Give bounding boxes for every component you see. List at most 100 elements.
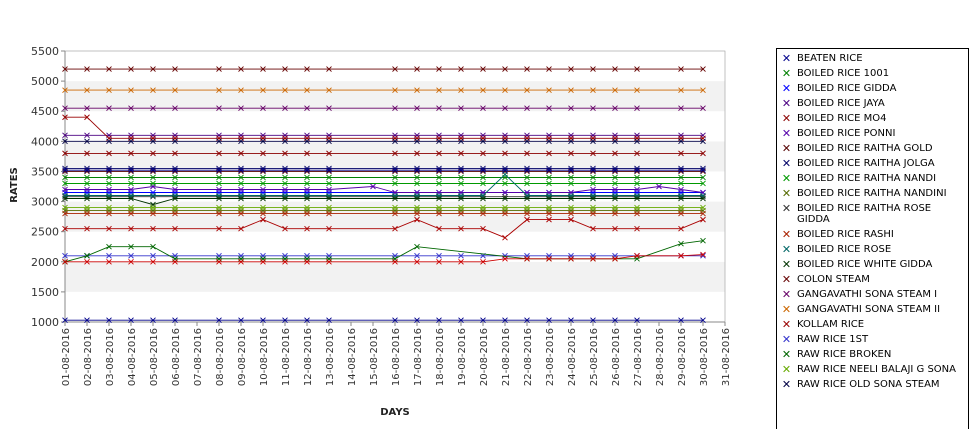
data-point-marker [282,167,288,174]
data-point-marker [106,204,112,211]
data-point-marker [326,138,332,145]
legend-item: ✕ BOILED RICE ROSE [777,244,968,255]
data-point-marker [612,167,618,174]
data-point-marker [436,210,442,217]
data-point-marker [216,186,222,193]
data-point-marker [260,210,266,217]
data-point-marker [480,204,486,211]
data-point-marker [634,180,640,187]
x-marker-icon: ✕ [781,288,792,301]
y-tick-label: 1500 [31,286,59,299]
x-tick-label: 20-08-2016 [479,328,490,386]
data-point-marker [282,210,288,217]
legend-label: BOILED RICE MO4 [797,113,887,124]
data-point-marker [634,317,640,324]
data-point-marker [502,195,508,202]
legend-item: ✕ RAW RICE NEELI BALAJI G SONA [777,364,968,375]
x-marker-icon: ✕ [781,127,792,140]
data-point-marker [414,87,420,93]
legend-item: ✕ BOILED RICE RASHI [777,229,968,240]
data-point-marker [546,195,552,202]
data-point-marker [62,225,68,232]
data-point-marker [436,204,442,211]
data-point-marker [150,192,156,199]
data-point-marker [436,252,442,259]
x-tick-label: 01-08-2016 [61,328,72,386]
x-marker-icon: ✕ [781,142,792,155]
legend-label: BOILED RICE WHITE GIDDA [797,259,933,270]
data-point-marker [260,258,266,265]
data-point-marker [326,258,332,265]
data-point-marker [414,210,420,217]
data-point-marker [282,138,288,145]
series-path [65,254,704,263]
data-point-marker [524,174,530,181]
data-point-marker [150,243,156,250]
data-point-marker [62,87,68,93]
data-point-marker [172,204,178,211]
data-point-marker [458,225,464,232]
legend: ✕ BEATEN RICE ✕ BOILED RICE 1001 ✕ BOILED RIC… [776,48,969,429]
x-tick-label: 02-08-2016 [83,328,94,386]
data-point-marker [480,66,486,72]
x-tick-label: 28-08-2016 [655,328,666,386]
legend-label: RAW RICE 1ST [797,334,869,345]
series-layer [62,66,706,324]
data-point-marker [700,105,706,112]
data-point-marker [590,204,596,211]
data-point-marker [568,66,574,72]
data-point-marker [634,138,640,145]
x-marker-icon: ✕ [781,333,792,346]
legend-label: RAW RICE OLD SONA STEAM [797,379,940,390]
data-point-marker [260,167,266,174]
data-point-marker [634,174,640,181]
data-point-marker [282,186,288,193]
data-point-marker [326,186,332,193]
data-point-marker [84,167,90,174]
legend-item: ✕ RAW RICE OLD SONA STEAM [777,379,968,390]
x-tick-label: 16-08-2016 [391,328,402,386]
data-point-marker [436,258,442,265]
data-point-marker [172,66,178,72]
data-point-marker [546,216,552,223]
data-point-marker [216,195,222,202]
data-point-marker [172,87,178,93]
series-line [62,87,706,93]
data-point-marker [678,195,684,202]
data-point-marker [568,255,574,262]
data-point-marker [502,234,508,241]
data-point-marker [480,225,486,232]
data-point-marker [238,167,244,174]
data-point-marker [172,258,178,265]
legend-item: ✕ BOILED RICE PONNI [777,128,968,139]
data-point-marker [458,167,464,174]
data-point-marker [436,317,442,324]
data-point-marker [216,138,222,145]
data-point-marker [62,105,68,112]
data-point-marker [502,189,508,196]
data-point-marker [260,180,266,187]
x-marker-icon: ✕ [781,172,792,185]
legend-item: ✕ BOILED RICE JAYA [777,98,968,109]
data-point-marker [84,66,90,72]
series-line [62,204,706,211]
data-point-marker [612,195,618,202]
data-point-marker [546,204,552,211]
y-tick-label: 1000 [31,316,59,329]
series-path [65,186,704,193]
data-point-marker [84,195,90,202]
data-point-marker [238,225,244,232]
data-point-marker [238,258,244,265]
data-point-marker [304,87,310,93]
data-point-marker [502,167,508,174]
data-point-marker [304,225,310,232]
legend-label: BOILED RICE PONNI [797,128,896,139]
data-point-marker [656,183,662,190]
data-point-marker [590,210,596,217]
data-point-marker [128,87,134,93]
data-point-marker [216,66,222,72]
series-line [62,174,706,181]
data-point-marker [678,186,684,193]
data-point-marker [392,204,398,211]
data-point-marker [326,180,332,187]
